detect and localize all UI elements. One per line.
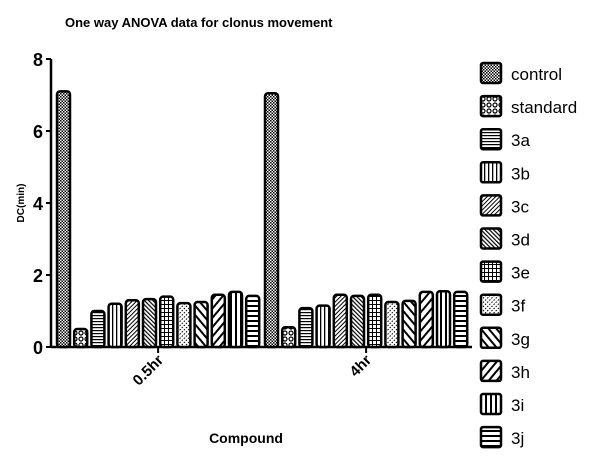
legend-item-3e: 3e [479,260,530,283]
chart-title: One way ANOVA data for clonus movement [65,15,333,30]
bar-3f-4hr [384,300,400,349]
legend-item-3i: 3i [479,392,524,416]
legend-item-3c: 3c [479,194,529,217]
legend-swatch [479,359,503,383]
legend-swatch [479,227,503,250]
bar-3h-0.5hr [210,293,227,349]
legend-swatch [479,392,503,416]
legend-item-control: control [479,61,562,85]
legend-label: 3f [511,297,525,316]
legend-swatch [479,127,503,151]
bar-3a-0.5hr [90,309,106,349]
bar-3g-4hr [401,299,417,349]
y-tick-label: 4 [33,194,43,214]
bar-3b-4hr [315,304,331,349]
legend-item-3b: 3b [479,161,530,184]
legend-label: 3a [511,131,530,150]
x-tick-label: 4hr [346,352,375,381]
legend-swatch [479,94,503,118]
legend-item-3g: 3g [479,326,530,350]
legend-swatch [479,425,503,449]
bar-3e-0.5hr [158,295,175,349]
legend-swatch [479,326,503,350]
legend-label: 3g [511,330,530,349]
legend-label: 3d [511,231,530,250]
bar-3c-4hr [332,293,349,349]
legend-item-3d: 3d [479,227,530,250]
bar-3b-0.5hr [107,302,123,349]
legend-item-3f: 3f [479,293,525,316]
legend-label: control [511,65,562,84]
legend-swatch [479,293,503,316]
bar-3g-0.5hr [193,300,209,349]
bar-3a-4hr [298,306,314,349]
legend-item-3a: 3a [479,127,530,151]
bar-3i-4hr [435,289,452,349]
bar-3e-4hr [366,293,383,349]
legend-label: 3c [511,197,529,216]
bar-3h-4hr [418,290,435,349]
x-axis-label: Compound [209,430,283,446]
legend-swatch [479,61,503,85]
bar-control-4hr [263,91,280,349]
bar-standard-4hr [280,325,297,349]
x-tick-label: 0.5hr [130,352,167,389]
legend-swatch [479,161,503,184]
y-tick-label: 2 [33,266,43,286]
legend-swatch [479,260,503,283]
legend-label: 3h [511,363,530,382]
legend-item-3j: 3j [479,425,524,449]
y-tick-label: 6 [33,122,43,142]
legend-label: 3b [511,164,530,183]
bar-3d-0.5hr [141,297,158,349]
legend-label: 3j [511,429,524,448]
bar-control-0.5hr [55,90,72,349]
bar-standard-0.5hr [72,327,89,349]
y-tick-label: 8 [33,50,43,70]
legend-item-standard: standard [479,94,577,118]
bar-3j-0.5hr [244,294,261,349]
bar-3j-4hr [452,290,469,349]
legend-label: 3e [511,264,530,283]
legend-item-3h: 3h [479,359,530,383]
legend-swatch [479,194,503,217]
bar-3i-0.5hr [227,290,244,349]
legend-label: 3i [511,396,524,415]
bar-3c-0.5hr [124,298,141,349]
y-axis-label: DC(min) [16,184,27,223]
bar-3d-4hr [349,294,366,349]
y-tick-label: 0 [33,338,43,358]
bar-3f-0.5hr [176,301,192,349]
legend-label: standard [511,98,577,117]
